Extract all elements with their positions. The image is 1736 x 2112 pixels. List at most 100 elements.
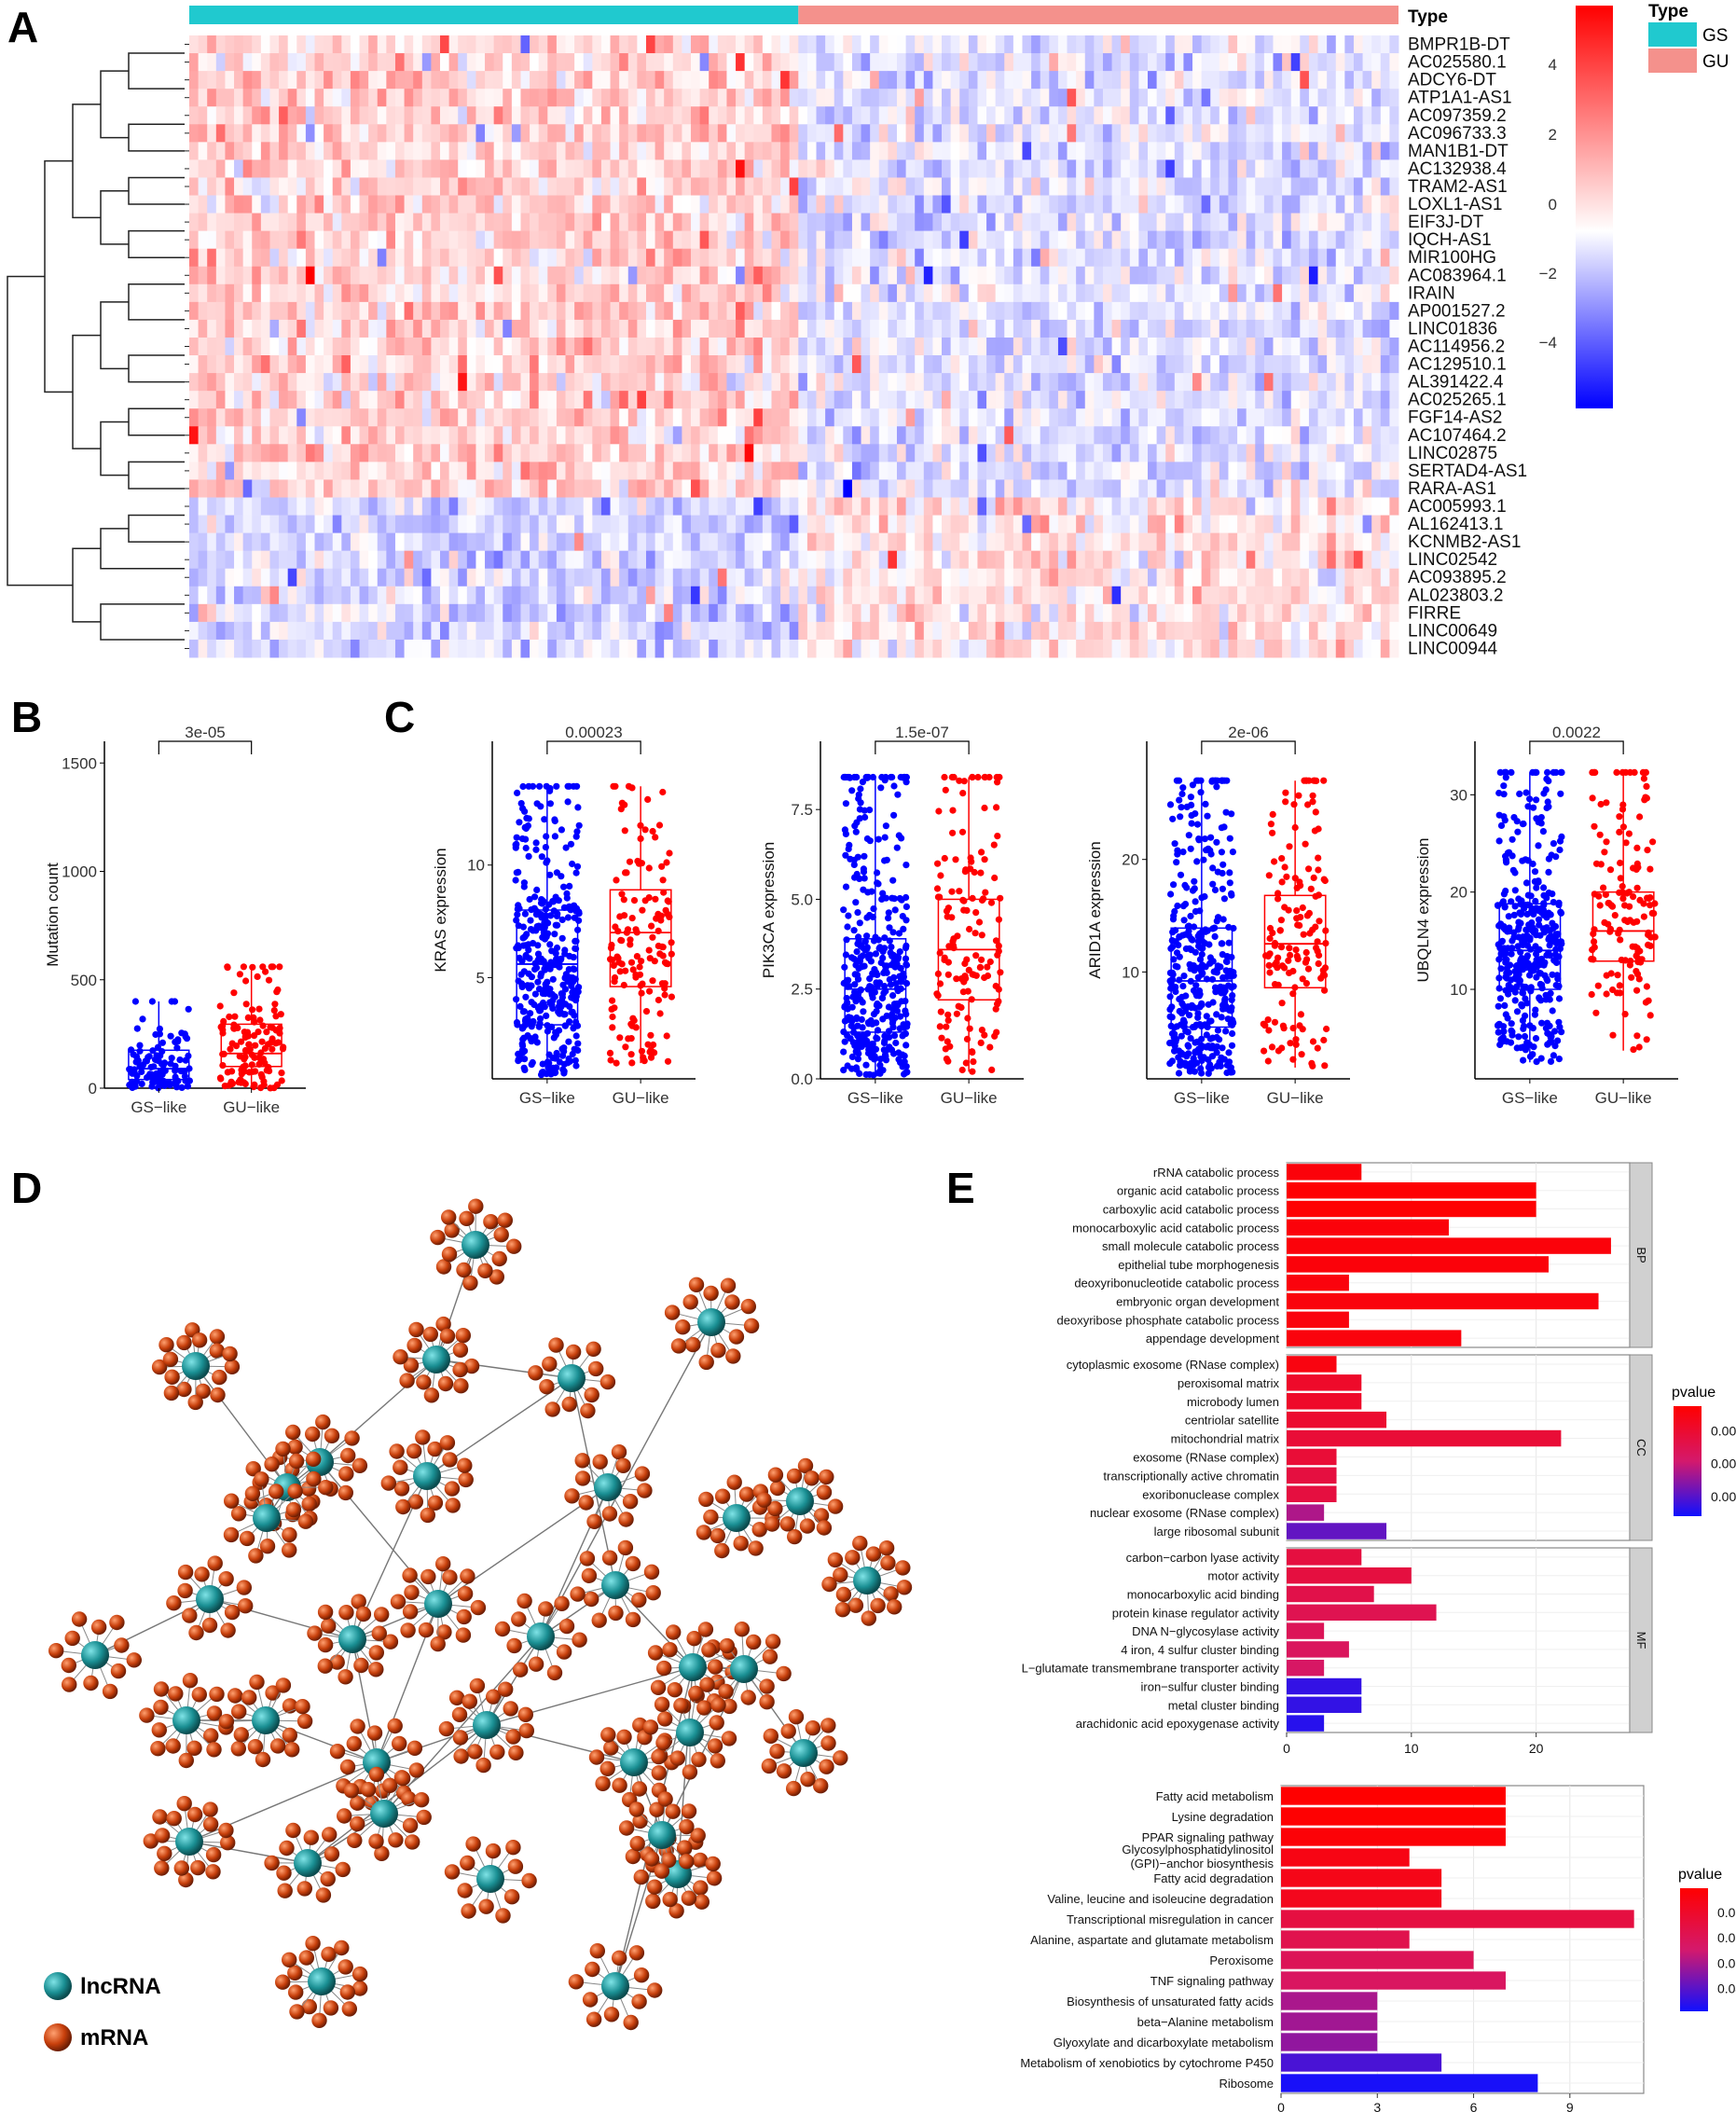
heatmap-cell: [394, 89, 405, 107]
heatmap-cell: [726, 426, 737, 445]
heatmap-cell: [260, 124, 270, 143]
heatmap-cell: [968, 106, 978, 125]
heatmap-cell: [672, 35, 682, 54]
heatmap-cell: [1138, 497, 1149, 516]
heatmap-cell: [413, 586, 423, 605]
heatmap-cell: [1246, 444, 1256, 462]
heatmap-cell: [1057, 301, 1068, 321]
heatmap-cell: [1121, 355, 1131, 374]
heatmap-cell: [798, 391, 808, 409]
heatmap-cell: [448, 283, 459, 303]
heatmap-cell: [359, 230, 369, 250]
heatmap-cell: [413, 53, 423, 72]
heatmap-cell: [215, 213, 226, 232]
heatmap-cell: [771, 550, 781, 570]
heatmap-cell: [942, 497, 952, 516]
heatmap-cell: [1255, 426, 1265, 445]
heatmap-cell: [950, 373, 960, 392]
heatmap-cell: [1362, 515, 1372, 533]
heatmap-cell: [260, 639, 270, 658]
heatmap-cell: [789, 142, 799, 160]
heatmap-cell: [1282, 532, 1292, 552]
heatmap-cell: [448, 319, 459, 338]
heatmap-cell: [234, 230, 244, 250]
heatmap-cell: [645, 53, 655, 72]
heatmap-cell: [1210, 230, 1220, 250]
heatmap-cell: [207, 444, 217, 462]
heatmap-cell: [1156, 515, 1166, 533]
heatmap-cell: [341, 479, 351, 498]
heatmap-cell: [1389, 337, 1399, 356]
heatmap-cell: [350, 603, 360, 623]
heatmap-cell: [1111, 266, 1122, 285]
heatmap-cell: [556, 106, 566, 125]
heatmap-cell: [959, 230, 970, 250]
heatmap-cell: [645, 301, 655, 321]
heatmap-cell: [1013, 337, 1023, 356]
heatmap-cell: [915, 515, 925, 533]
heatmap-cell: [413, 266, 423, 285]
heatmap-cell: [1246, 53, 1256, 72]
heatmap-cell: [207, 35, 217, 54]
heatmap-cell: [269, 177, 280, 196]
heatmap-cell: [1102, 53, 1112, 72]
heatmap-cell: [296, 89, 307, 107]
heatmap-cell: [959, 301, 970, 321]
heatmap-cell: [287, 550, 297, 570]
heatmap-cell: [709, 248, 719, 268]
heatmap-cell: [377, 283, 387, 303]
heatmap-cell: [1156, 177, 1166, 196]
heatmap-cell: [1219, 621, 1229, 641]
heatmap-cell: [753, 177, 764, 196]
heatmap-cell: [511, 89, 521, 107]
heatmap-cell: [888, 266, 898, 285]
heatmap-cell: [198, 479, 208, 498]
heatmap-cell: [556, 124, 566, 143]
heatmap-cell: [806, 124, 817, 143]
heatmap-cell: [888, 462, 898, 480]
heatmap-cell: [806, 568, 817, 587]
heatmap-cell: [682, 355, 692, 374]
heatmap-cell: [905, 408, 916, 427]
heatmap-cell: [923, 391, 933, 409]
heatmap-cell: [1111, 391, 1122, 409]
heatmap-cell: [1246, 391, 1256, 409]
heatmap-cell: [1084, 53, 1095, 72]
heatmap-cell: [503, 35, 513, 54]
heatmap-cell: [798, 177, 808, 196]
heatmap-cell: [1362, 248, 1372, 268]
heatmap-cell: [851, 479, 861, 498]
heatmap-cell: [1371, 106, 1382, 125]
heatmap-cell: [950, 230, 960, 250]
heatmap-cell: [1121, 283, 1131, 303]
heatmap-cell: [942, 355, 952, 374]
heatmap-cell: [1263, 355, 1274, 374]
heatmap-cell: [260, 373, 270, 392]
heatmap-cell: [189, 159, 200, 178]
heatmap-cell: [717, 426, 727, 445]
heatmap-cell: [269, 568, 280, 587]
heatmap-cell: [1192, 35, 1203, 54]
heatmap-cell: [332, 639, 342, 658]
heatmap-cell: [1362, 301, 1372, 321]
heatmap-cell: [530, 550, 540, 570]
heatmap-cell: [1102, 35, 1112, 54]
heatmap-cell: [1049, 53, 1059, 72]
heatmap-cell: [682, 283, 692, 303]
dendrogram-branch: [72, 104, 101, 219]
heatmap-cell: [1317, 586, 1328, 605]
heatmap-cell: [1317, 248, 1328, 268]
heatmap-cell: [359, 444, 369, 462]
heatmap-cell: [1084, 106, 1095, 125]
heatmap-cell: [503, 444, 513, 462]
heatmap-cell: [279, 53, 289, 72]
heatmap-cell: [1013, 35, 1023, 54]
heatmap-cell: [386, 248, 396, 268]
heatmap-cell: [691, 532, 701, 552]
heatmap-cell: [709, 177, 719, 196]
heatmap-cell: [458, 515, 468, 533]
heatmap-cell: [592, 426, 602, 445]
heatmap-cell: [771, 586, 781, 605]
heatmap-cell: [485, 106, 495, 125]
heatmap-cell: [377, 248, 387, 268]
